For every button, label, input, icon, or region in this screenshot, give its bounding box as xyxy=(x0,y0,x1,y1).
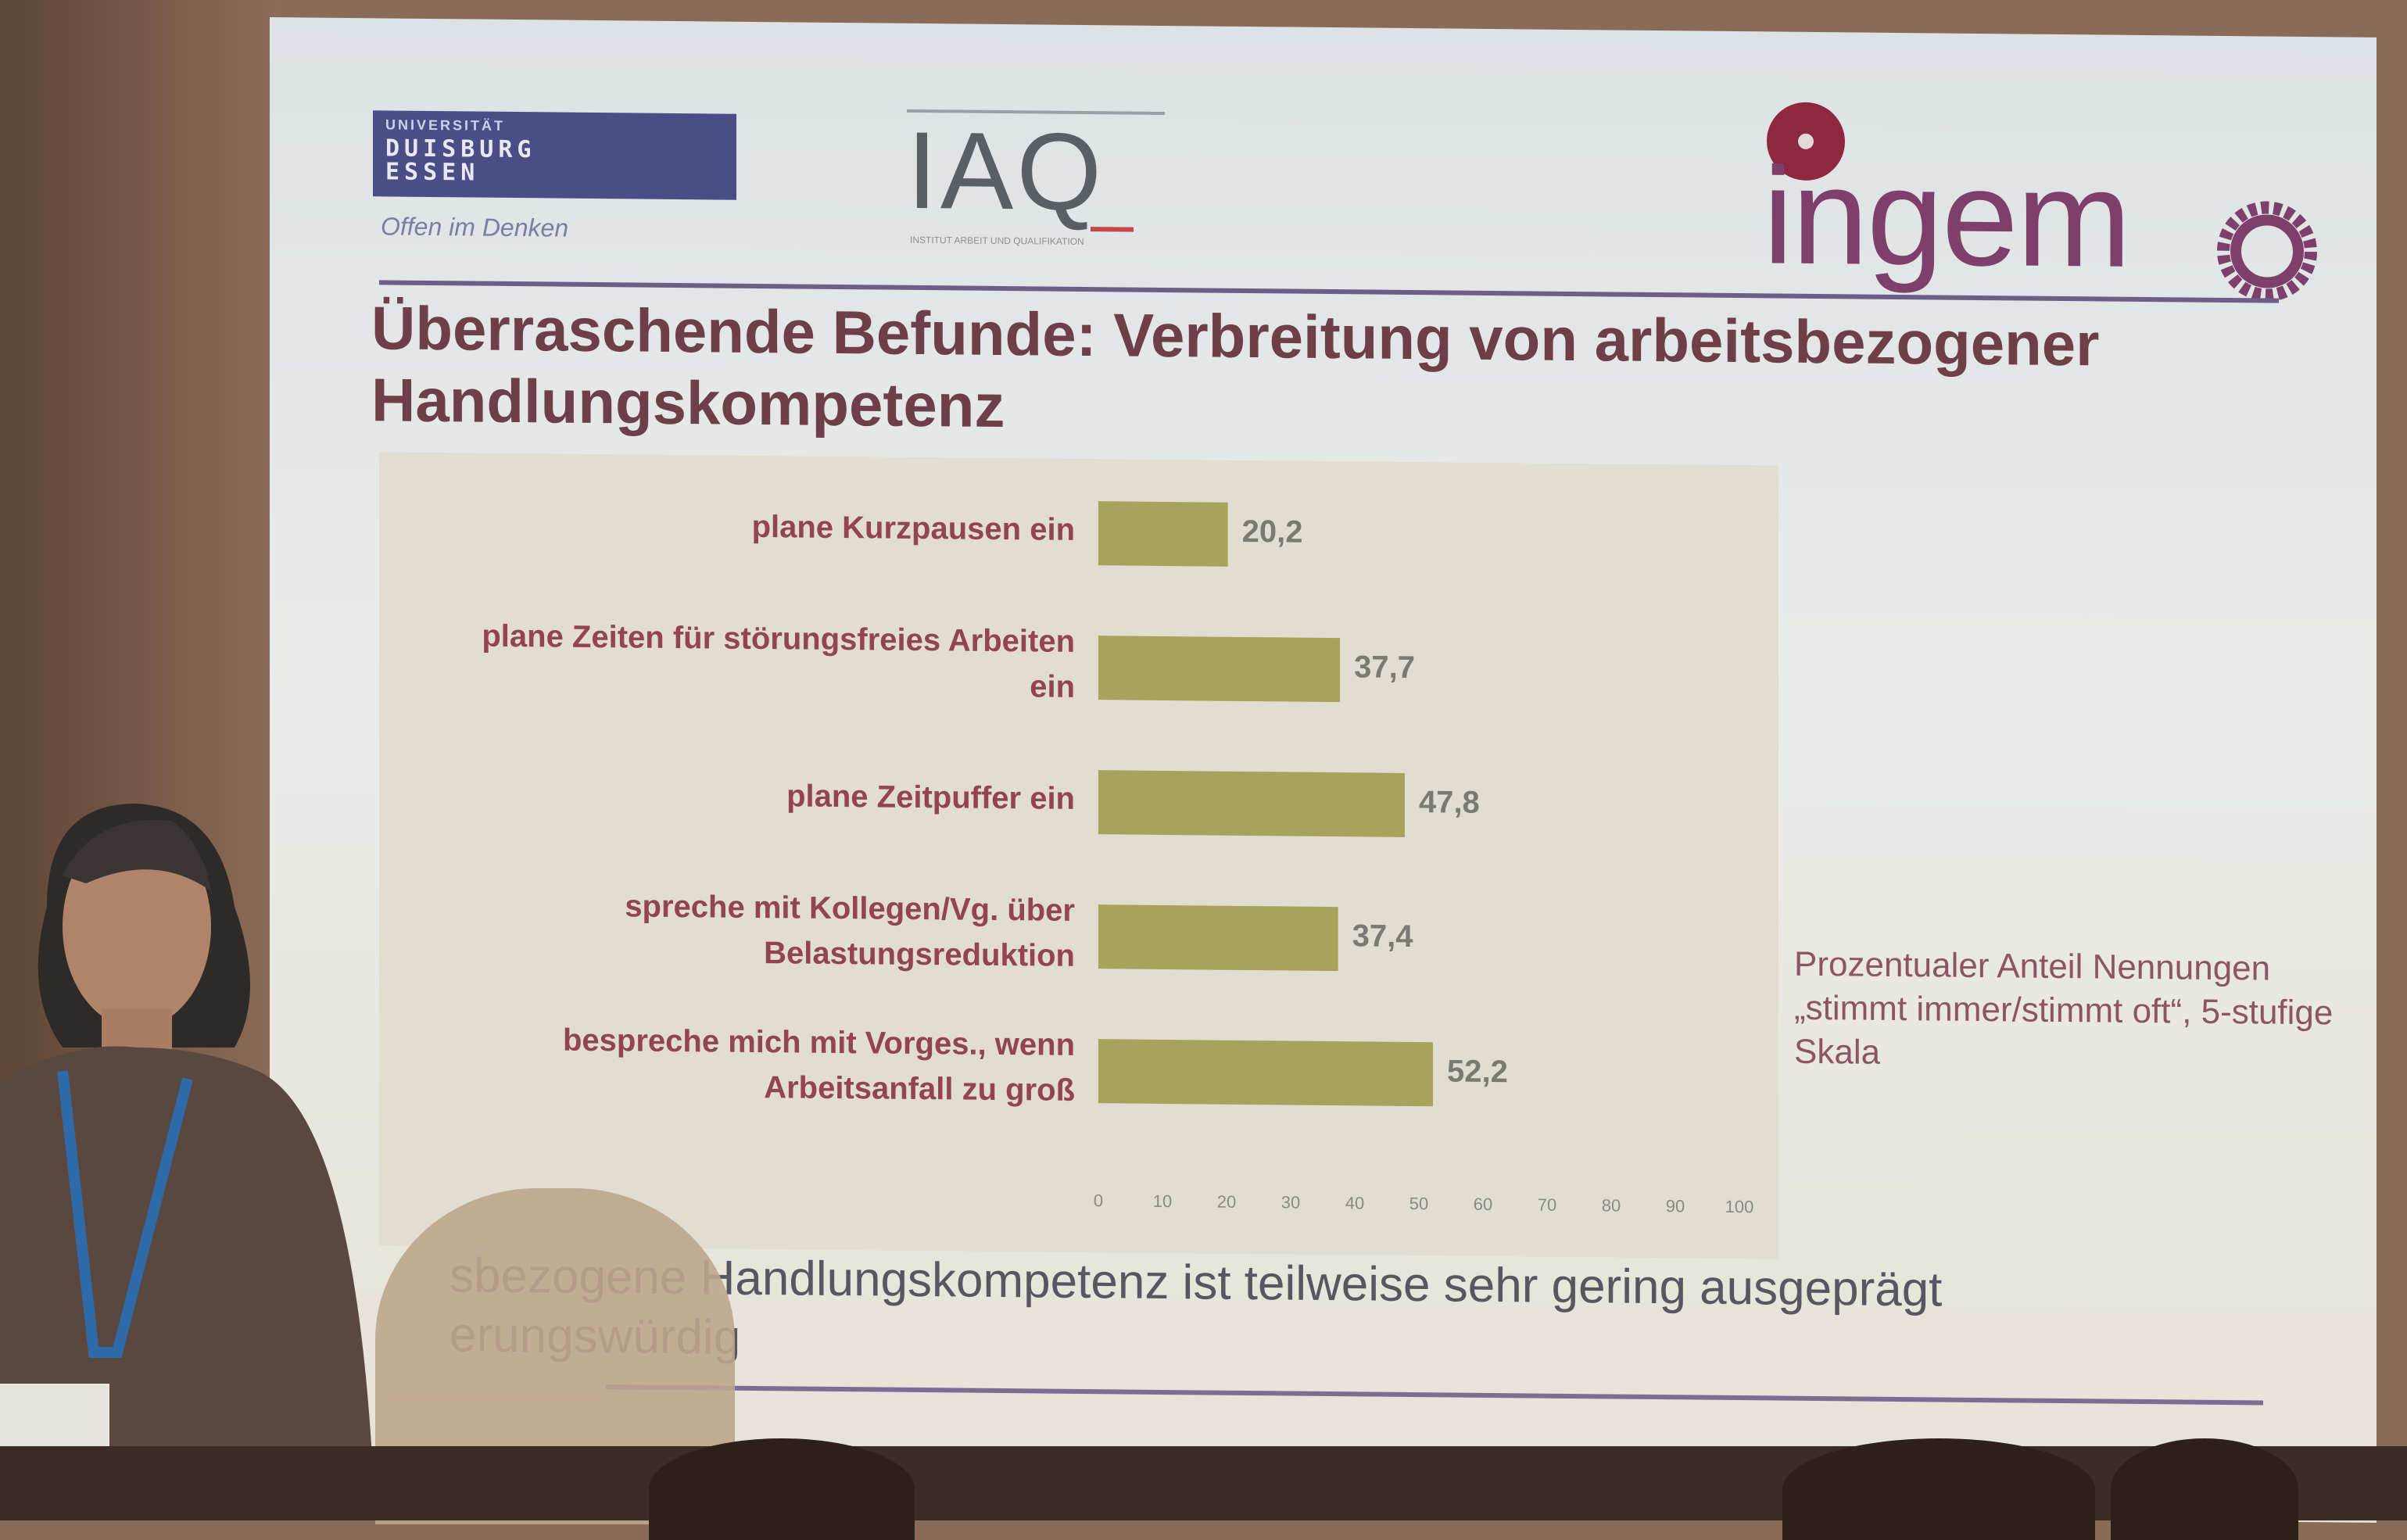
category-label: plane Kurzpausen ein xyxy=(387,500,1075,552)
bar-value-label: 47,8 xyxy=(1418,785,1480,820)
bar xyxy=(1098,1039,1434,1107)
x-tick-label: 100 xyxy=(1725,1196,1754,1217)
audience-head xyxy=(1782,1438,2095,1540)
ude-tagline: Offen im Denken xyxy=(381,212,569,242)
footer-divider xyxy=(606,1384,2263,1406)
slide-title: Überraschende Befunde: Verbreitung von a… xyxy=(371,293,2100,441)
category-label: bespreche mich mit Vorges., wenn Arbeitsa… xyxy=(387,1015,1075,1112)
x-tick-label: 0 xyxy=(1093,1191,1104,1211)
audience-head xyxy=(2111,1438,2298,1540)
bar xyxy=(1098,501,1228,567)
category-label-line: plane Kurzpausen ein xyxy=(751,509,1075,547)
category-label-line: bespreche mich mit Vorges., wenn xyxy=(563,1022,1075,1062)
projection-screen: UNIVERSITÄT DUISBURG ESSEN Offen im Denk… xyxy=(270,17,2377,1523)
x-tick-label: 60 xyxy=(1473,1194,1493,1215)
bar xyxy=(1098,904,1338,972)
gear-icon xyxy=(2217,201,2317,302)
chart-note: Prozentualer Anteil Nennungen „stimmt im… xyxy=(1794,944,2334,1072)
bar-chart-plot xyxy=(1098,501,1434,1107)
category-label: plane Zeitpuffer ein xyxy=(387,769,1075,821)
category-label-line: plane Zeitpuffer ein xyxy=(786,779,1075,816)
university-duisburg-essen-logo: UNIVERSITÄT DUISBURG ESSEN xyxy=(373,110,736,200)
bar xyxy=(1098,636,1341,703)
category-label: spreche mit Kollegen/Vg. über Belastungsr… xyxy=(387,881,1075,978)
x-tick-label: 20 xyxy=(1216,1191,1237,1212)
ude-logo-small-text: UNIVERSITÄT xyxy=(385,116,506,134)
bar xyxy=(1098,770,1405,837)
category-label-line: spreche mit Kollegen/Vg. über xyxy=(625,889,1075,928)
category-label: plane Zeiten für störungsfreies Arbeiten… xyxy=(387,612,1075,709)
bar-chart: 20,2 plane Kurzpausen ein 37,7 plane Zeiten… xyxy=(379,452,1778,1259)
x-tick-label: 10 xyxy=(1152,1191,1173,1212)
bar-value-label: 37,7 xyxy=(1354,650,1415,686)
iaq-logo-text: IAQ xyxy=(907,108,1105,234)
bar-value-label: 37,4 xyxy=(1352,919,1413,954)
x-tick-label: 30 xyxy=(1281,1192,1301,1212)
x-tick-label: 90 xyxy=(1665,1196,1685,1216)
category-label-line: Arbeitsanfall zu groß xyxy=(764,1070,1075,1108)
audience-head xyxy=(649,1438,915,1540)
category-label-line: plane Zeiten für störungsfreies Arbeiten xyxy=(482,618,1075,659)
ingemo-logo: ingem xyxy=(1739,78,2334,302)
iaq-logo-underscore xyxy=(1091,227,1134,232)
x-tick-label: 50 xyxy=(1409,1193,1429,1214)
iaq-logo: IAQ INSTITUT ARBEIT UND QUALIFIKATION xyxy=(907,108,1165,247)
x-tick-label: 40 xyxy=(1345,1193,1365,1213)
ude-logo-name: DUISBURG ESSEN xyxy=(385,134,536,187)
bar-value-label: 52,2 xyxy=(1447,1054,1508,1090)
x-tick-label: 80 xyxy=(1601,1195,1621,1216)
category-label-line: ein xyxy=(1030,669,1075,704)
category-label-line: Belastungsreduktion xyxy=(764,936,1075,973)
presenter-figure xyxy=(0,804,375,1520)
bar-value-label: 20,2 xyxy=(1241,514,1303,550)
iaq-logo-subtitle: INSTITUT ARBEIT UND QUALIFIKATION xyxy=(910,234,1084,247)
ingemo-logo-text: ingem xyxy=(1763,139,2130,296)
x-tick-label: 70 xyxy=(1537,1194,1557,1215)
